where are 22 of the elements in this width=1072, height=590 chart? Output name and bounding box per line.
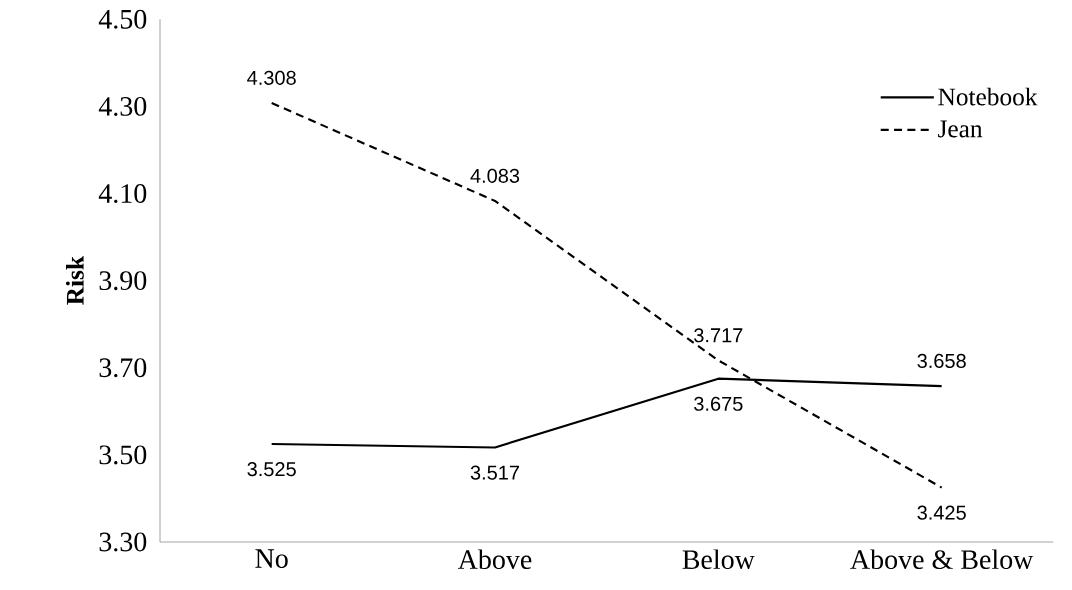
- y-tick-label: 3.90: [99, 271, 147, 291]
- data-label: 3.658: [917, 353, 966, 369]
- x-tick-label: No: [255, 549, 288, 568]
- y-tick-label: 4.30: [98, 96, 147, 116]
- x-tick-label: Above: [457, 549, 532, 570]
- data-label: 3.675: [694, 396, 743, 411]
- y-tick-label: 4.10: [98, 184, 147, 204]
- y-tick-label: 3.30: [99, 532, 147, 552]
- x-tick-label: Below: [682, 549, 755, 570]
- y-tick-label: 4.50: [98, 9, 147, 29]
- data-label: 3.717: [694, 328, 743, 343]
- data-label: 3.517: [470, 465, 520, 480]
- legend-label: Notebook: [938, 87, 1038, 106]
- legend-label: Jean: [938, 120, 983, 138]
- data-label: 4.083: [470, 168, 520, 183]
- y-tick-label: 3.50: [99, 445, 147, 465]
- x-tick-label: Above & Below: [850, 549, 1034, 570]
- y-tick-label: 3.70: [99, 358, 147, 378]
- data-label: 3.525: [247, 462, 296, 477]
- data-label: 4.308: [247, 70, 296, 85]
- y-axis-title: Risk: [65, 256, 84, 305]
- data-label: 3.425: [917, 505, 966, 520]
